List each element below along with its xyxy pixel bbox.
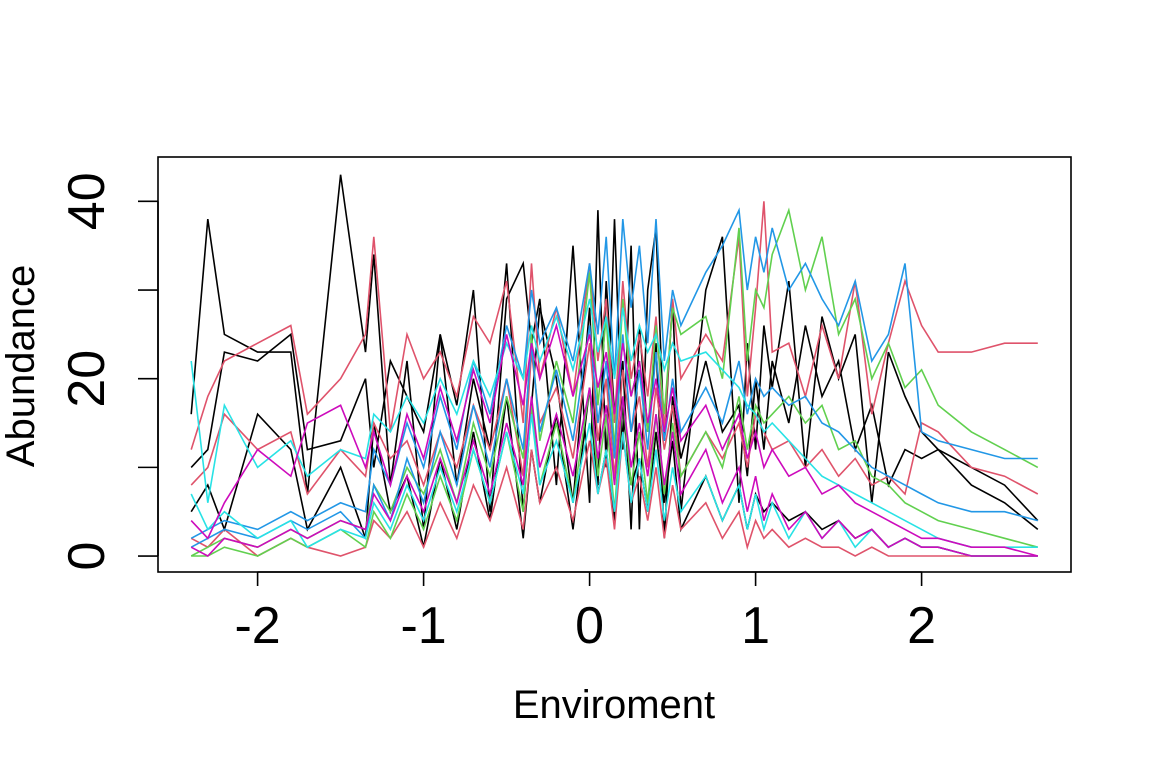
series-line-13: [190, 322, 1039, 557]
series-layer: [190, 174, 1039, 557]
x-tick-label: -1: [400, 597, 446, 655]
y-tick-label: 40: [58, 172, 116, 230]
series-line-2: [190, 263, 1039, 539]
y-tick-label: 0: [58, 542, 116, 571]
x-tick-label: 1: [741, 597, 770, 655]
series-line-5: [190, 343, 1039, 496]
series-line-11: [190, 298, 1038, 549]
y-axis-title: Abundance: [0, 265, 43, 467]
x-tick-label: 2: [907, 597, 936, 655]
x-axis-title: Enviroment: [513, 683, 715, 727]
series-line-8: [191, 387, 1039, 557]
x-tick-label: -2: [234, 597, 280, 655]
series-line-9: [190, 207, 1038, 540]
y-tick-label: 20: [58, 350, 116, 408]
series-line-14: [190, 387, 1038, 557]
series-line-12: [190, 414, 1038, 557]
series-line-7: [190, 207, 1039, 557]
x-tick-label: 0: [575, 597, 604, 655]
